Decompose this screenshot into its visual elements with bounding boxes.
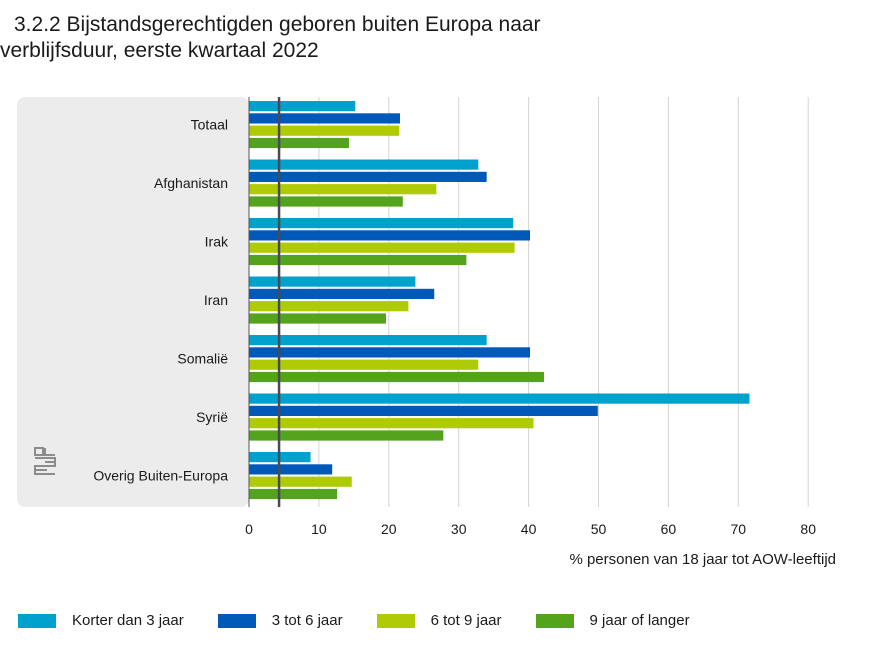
bar bbox=[249, 313, 387, 324]
x-axis-label: % personen van 18 jaar tot AOW-leeftijd bbox=[569, 551, 836, 568]
category-label: Syrië bbox=[196, 409, 228, 425]
bar bbox=[249, 335, 487, 346]
category-label: Irak bbox=[205, 234, 229, 250]
bar bbox=[249, 488, 338, 500]
legend-label: 3 tot 6 jaar bbox=[271, 612, 343, 629]
legend-swatch bbox=[18, 613, 56, 628]
bar bbox=[249, 254, 467, 266]
x-tick-label: 60 bbox=[661, 521, 677, 537]
category-label-panel bbox=[17, 97, 249, 507]
legend-label: Korter dan 3 jaar bbox=[72, 612, 184, 629]
legend-item: 3 tot 6 jaar bbox=[217, 612, 343, 629]
bar bbox=[249, 476, 352, 487]
legend: Korter dan 3 jaar 3 tot 6 jaar 6 tot 9 jaa… bbox=[18, 612, 724, 629]
category-label: Iran bbox=[204, 292, 228, 308]
bar bbox=[249, 159, 479, 170]
x-tick-label: 10 bbox=[311, 521, 327, 537]
legend-label: 9 jaar of langer bbox=[589, 612, 690, 629]
x-tick-label: 40 bbox=[521, 521, 537, 537]
category-label: Somalië bbox=[177, 351, 228, 367]
bar bbox=[249, 301, 409, 312]
bar bbox=[249, 184, 437, 195]
bar bbox=[249, 393, 750, 404]
chart-title-line-2: verblijfsduur, eerste kwartaal 2022 bbox=[0, 39, 319, 62]
category-label: Overig Buiten-Europa bbox=[93, 468, 228, 484]
legend-swatch bbox=[217, 613, 256, 628]
bar bbox=[249, 418, 534, 429]
cbs-logo-icon bbox=[34, 447, 56, 475]
x-tick-label: 20 bbox=[381, 521, 397, 537]
bar bbox=[249, 218, 514, 229]
bar bbox=[249, 101, 356, 112]
bar bbox=[249, 137, 349, 149]
bar bbox=[249, 230, 530, 241]
bar bbox=[249, 371, 544, 383]
legend-label: 6 tot 9 jaar bbox=[430, 612, 502, 629]
x-tick-label: 30 bbox=[451, 521, 467, 537]
legend-item: 6 tot 9 jaar bbox=[376, 612, 502, 629]
bar bbox=[249, 464, 333, 475]
category-label: Totaal bbox=[191, 117, 228, 133]
bar bbox=[249, 347, 530, 358]
chart-title-line-1: 3.2.2 Bijstandsgerechtigden geboren buit… bbox=[14, 13, 541, 36]
bar bbox=[249, 171, 487, 182]
category-label: Afghanistan bbox=[154, 175, 228, 191]
x-tick-label: 70 bbox=[731, 521, 747, 537]
legend-swatch bbox=[376, 613, 415, 628]
bar bbox=[249, 242, 515, 253]
bar bbox=[249, 113, 400, 124]
legend-item: Korter dan 3 jaar bbox=[18, 612, 184, 629]
bar bbox=[249, 196, 403, 207]
legend-swatch bbox=[535, 613, 574, 628]
chart-title: 3.2.2 Bijstandsgerechtigden geboren buit… bbox=[0, 12, 720, 64]
bar bbox=[249, 430, 444, 441]
bar bbox=[249, 276, 416, 287]
bar bbox=[249, 405, 598, 416]
legend-item: 9 jaar of langer bbox=[535, 612, 690, 629]
bar bbox=[249, 288, 435, 299]
x-tick-label: 50 bbox=[591, 521, 607, 537]
bar bbox=[249, 125, 400, 136]
x-tick-label: 80 bbox=[800, 521, 816, 537]
bar bbox=[249, 359, 479, 370]
x-tick-label: 0 bbox=[245, 521, 253, 537]
